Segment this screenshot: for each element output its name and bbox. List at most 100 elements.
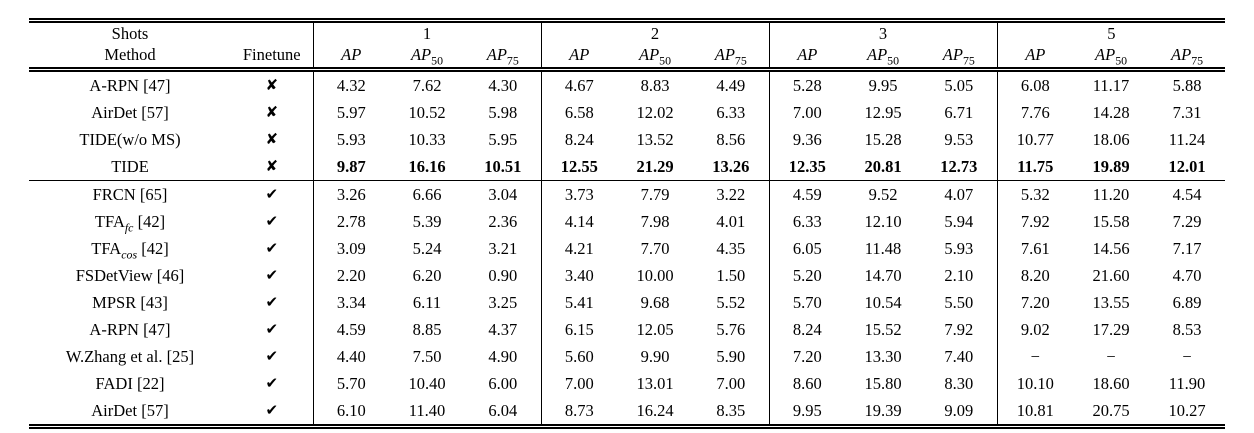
- value-cell: 12.01: [1168, 157, 1206, 176]
- value-cell: 5.24: [412, 239, 442, 258]
- value-cell: 4.07: [921, 180, 998, 208]
- table-row: MPSR [43] ✔ 3.34 6.11 3.25 5.41 9.68 5.52 5.70 10…: [29, 289, 1225, 316]
- value-cell: 12.55: [540, 153, 618, 181]
- value-cell: 5.39: [412, 212, 442, 231]
- value-cell: 6.33: [716, 103, 746, 122]
- value-cell: 9.52: [845, 180, 922, 208]
- value-cell: 3.40: [540, 262, 618, 289]
- value-cell: 5.60: [540, 343, 618, 370]
- value-cell: 4.49: [716, 76, 746, 95]
- value-cell: 11.90: [1168, 374, 1206, 393]
- value-cell: 3.34: [312, 289, 389, 316]
- table-row: A-RPN [47] ✔ 4.59 8.85 4.37 6.15 12.05 5.76 8.24…: [29, 316, 1225, 343]
- value-cell: 5.88: [1172, 76, 1202, 95]
- finetune-cross-icon: ✘: [265, 76, 279, 94]
- table-row: FRCN [65] ✔ 3.26 6.66 3.04 3.73 7.79 3.22 4.59 9.…: [29, 180, 1226, 208]
- value-cell: 2.20: [312, 262, 389, 289]
- table-header: Shots 1 2 3 5 Method Finetune AP AP50 AP…: [29, 20, 1226, 72]
- results-table: Shots 1 2 3 5 Method Finetune AP AP50 AP…: [29, 18, 1226, 429]
- shots-header-label: Shots: [111, 24, 149, 43]
- table-row: TFAcos [42] ✔ 3.09 5.24 3.21 4.21 7.70 4.35 6.05…: [29, 235, 1225, 262]
- value-cell: 8.73: [540, 397, 618, 427]
- value-cell: 13.26: [712, 157, 750, 176]
- metric-header-ap50: AP50: [617, 44, 694, 72]
- value-cell: 8.24: [540, 126, 618, 153]
- method-name: AirDet [57]: [91, 103, 169, 122]
- value-cell: 12.05: [636, 320, 674, 339]
- finetune-check-icon: ✔: [231, 180, 313, 208]
- shots-count-3: 3: [768, 20, 998, 44]
- value-cell: 6.15: [540, 316, 618, 343]
- value-cell: 4.54: [1149, 180, 1226, 208]
- value-cell: 6.71: [944, 103, 974, 122]
- value-cell: 5.50: [944, 293, 974, 312]
- value-cell: 2.78: [312, 208, 389, 235]
- finetune-check-icon: ✔: [265, 401, 279, 419]
- value-cell: 9.95: [868, 76, 898, 95]
- finetune-cross-icon: ✘: [265, 157, 279, 175]
- value-cell: 11.17: [1092, 76, 1130, 95]
- value-cell: 10.51: [484, 157, 522, 176]
- table-row: AirDet [57] ✔ 6.10 11.40 6.04 8.73 16.24 8.35 9.…: [29, 397, 1225, 427]
- value-cell: 4.35: [716, 239, 746, 258]
- value-cell: 4.59: [312, 316, 389, 343]
- value-cell: 18.06: [1092, 130, 1130, 149]
- method-name: FRCN [65]: [29, 180, 231, 208]
- value-cell: 9.09: [944, 401, 974, 420]
- value-cell: 9.90: [640, 347, 670, 366]
- table-row: W.Zhang et al. [25] ✔ 4.40 7.50 4.90 5.60 9.90…: [29, 343, 1225, 370]
- value-cell: 5.93: [944, 239, 974, 258]
- table-row: FSDetView [46] ✔ 2.20 6.20 0.90 3.40 10.00 1.50…: [29, 262, 1225, 289]
- value-cell: 7.40: [944, 347, 974, 366]
- value-cell: 10.77: [996, 126, 1074, 153]
- finetune-header-spacer: [231, 21, 313, 45]
- value-cell: 5.52: [716, 293, 746, 312]
- value-cell: 5.76: [716, 320, 746, 339]
- finetune-check-icon: ✔: [265, 320, 279, 338]
- method-name: AirDet [57]: [91, 401, 169, 420]
- value-cell: 3.22: [693, 180, 770, 208]
- value-cell: 2.36: [488, 212, 518, 231]
- value-cell: 11.20: [1073, 180, 1150, 208]
- value-cell: 12.10: [864, 212, 902, 231]
- value-cell: 11.75: [996, 153, 1074, 181]
- value-cell: 6.04: [488, 401, 518, 420]
- value-cell: 1.50: [716, 266, 746, 285]
- value-cell: 13.30: [864, 347, 902, 366]
- value-cell: 6.05: [768, 235, 846, 262]
- method-name: A-RPN [47]: [89, 320, 171, 339]
- value-cell: 4.40: [312, 343, 389, 370]
- value-cell: 4.90: [488, 347, 518, 366]
- finetune-check-icon: ✔: [265, 212, 279, 230]
- value-cell: 5.20: [768, 262, 846, 289]
- value-cell: 20.75: [1092, 401, 1130, 420]
- value-cell: 5.32: [996, 180, 1074, 208]
- value-cell: 6.66: [389, 180, 465, 208]
- method-name: TFAfc [42]: [94, 212, 166, 235]
- table-row: A-RPN [47] ✘ 4.32 7.62 4.30 4.67 8.83 4.49 5.28 9…: [29, 69, 1225, 99]
- value-cell: 6.10: [312, 397, 389, 427]
- value-cell: 7.92: [944, 320, 974, 339]
- value-cell: 12.35: [768, 153, 846, 181]
- value-cell: 11.24: [1168, 130, 1206, 149]
- value-cell: 16.16: [408, 157, 446, 176]
- header-row-metrics: Method Finetune AP AP50 AP75 AP AP50 AP7…: [29, 44, 1226, 72]
- value-cell: 15.80: [864, 374, 902, 393]
- value-cell: 21.29: [636, 157, 674, 176]
- value-cell: 4.01: [716, 212, 746, 231]
- value-cell: 12.02: [636, 103, 674, 122]
- value-cell: 6.20: [412, 266, 442, 285]
- table-row: TFAfc [42] ✔ 2.78 5.39 2.36 4.14 7.98 4.01 6.33 1…: [29, 208, 1225, 235]
- metric-header-ap75: AP75: [693, 44, 770, 72]
- metric-header-ap75: AP75: [921, 44, 998, 72]
- value-cell: 8.85: [412, 320, 442, 339]
- method-name: A-RPN [47]: [89, 76, 171, 95]
- value-cell: 5.90: [716, 347, 746, 366]
- value-cell: 12.95: [864, 103, 902, 122]
- value-cell: 5.70: [312, 370, 389, 397]
- value-cell: 7.98: [640, 212, 670, 231]
- value-cell: 9.02: [996, 316, 1074, 343]
- value-cell: 7.76: [996, 99, 1074, 126]
- value-cell: 7.17: [1172, 239, 1202, 258]
